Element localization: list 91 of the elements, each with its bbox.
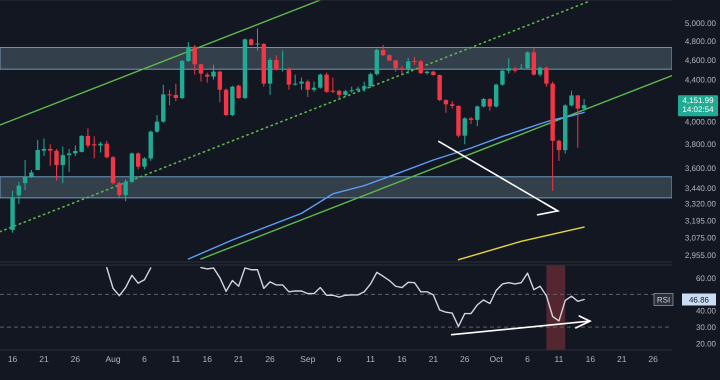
candlestick <box>280 50 285 72</box>
candlestick <box>236 84 241 100</box>
candlestick <box>569 90 574 107</box>
candlestick <box>60 146 65 184</box>
candlestick <box>274 54 279 72</box>
text: 46.86 <box>688 295 710 304</box>
candlestick <box>54 148 59 182</box>
x-tick-label: 21 <box>234 354 244 364</box>
candlestick <box>86 128 90 148</box>
candlestick <box>544 66 549 88</box>
text: 14:02:54 <box>682 105 714 114</box>
candlestick <box>104 140 109 159</box>
candlestick <box>393 59 398 72</box>
candlestick <box>79 134 84 153</box>
x-tick-label: 21 <box>39 354 49 364</box>
candlestick <box>192 44 197 76</box>
candlestick <box>211 64 216 80</box>
y-tick-label: 3,600.00 <box>684 164 717 173</box>
y-tick-label: 30.00 <box>696 322 717 332</box>
x-tick-label: 16 <box>202 354 212 364</box>
candlestick <box>16 181 22 204</box>
candlestick <box>117 181 122 198</box>
x-tick-label: 16 <box>397 354 407 364</box>
candlestick <box>576 94 580 148</box>
candlestick <box>462 116 467 145</box>
candlestick <box>92 136 96 159</box>
line-series <box>188 112 585 260</box>
x-tick-label: 11 <box>171 354 181 364</box>
y-tick-label: 2,955.00 <box>684 251 717 260</box>
candlestick <box>538 66 542 78</box>
candlestick <box>406 58 410 74</box>
y-tick-label: 4,600.00 <box>684 56 717 65</box>
x-tick-label: 26 <box>265 354 276 364</box>
text: RSI <box>656 295 670 304</box>
candlestick <box>205 72 210 84</box>
candlestick <box>292 74 298 86</box>
candlestick <box>494 83 498 108</box>
candlestick <box>154 114 160 134</box>
candlestick <box>444 98 448 114</box>
candlestick <box>532 46 536 76</box>
candlestick <box>506 58 511 74</box>
x-tick-label: 6 <box>336 354 342 364</box>
x-tick-label: 6 <box>525 354 530 364</box>
candlestick <box>500 69 505 86</box>
y-tick-label: 5,000.00 <box>684 19 717 28</box>
x-tick-label: 11 <box>366 354 376 364</box>
candlestick <box>186 42 191 62</box>
candlestick <box>218 70 222 103</box>
y-tick-label: 40.00 <box>696 306 717 316</box>
y-tick-label: 3,195.00 <box>684 216 717 226</box>
y-tick-label: 4,800.00 <box>684 37 717 46</box>
candlestick <box>136 152 140 170</box>
x-tick-label: 21 <box>428 354 438 364</box>
x-tick-label: Oct <box>490 354 504 364</box>
candlestick <box>418 59 423 75</box>
y-tick-label: 3,800.00 <box>684 140 717 150</box>
candlestick <box>318 73 322 90</box>
candlestick <box>481 98 486 108</box>
candlestick <box>66 148 72 172</box>
y-tick-label: 60.00 <box>696 274 717 283</box>
y-tick-label: 20.00 <box>696 339 717 348</box>
candlestick <box>123 178 128 202</box>
y-tick-label: 3,075.00 <box>684 233 717 242</box>
x-tick-label: 6 <box>142 354 148 364</box>
candlestick <box>286 67 292 90</box>
y-tick-label: 3,320.00 <box>684 200 717 209</box>
y-tick-label: 4,400.00 <box>684 75 717 84</box>
x-tick-label: 16 <box>8 354 18 364</box>
candlestick <box>368 72 373 88</box>
candlestick <box>582 98 586 112</box>
y-tick-label: 3,440.00 <box>684 184 717 193</box>
candlestick <box>488 98 492 112</box>
candlestick <box>306 79 310 98</box>
x-tick-label: Sep <box>300 354 316 364</box>
x-tick-label: 26 <box>648 354 658 364</box>
candlestick <box>73 144 78 157</box>
x-tick-label: 21 <box>617 354 627 364</box>
candlestick <box>362 81 366 92</box>
candlestick <box>268 58 272 96</box>
y-tick-label: 4,000.00 <box>684 117 717 126</box>
candlestick <box>35 139 40 170</box>
x-tick-label: 26 <box>460 354 470 364</box>
x-tick-label: Aug <box>105 354 121 364</box>
candlestick <box>475 104 480 127</box>
x-tick-label: 26 <box>70 354 80 364</box>
x-tick-label: 16 <box>586 354 596 364</box>
candlestick <box>98 141 103 153</box>
x-tick-label: 11 <box>554 354 564 364</box>
candlestick <box>22 159 28 190</box>
candlestick <box>380 44 386 57</box>
text: 4,151.99 <box>682 96 714 106</box>
